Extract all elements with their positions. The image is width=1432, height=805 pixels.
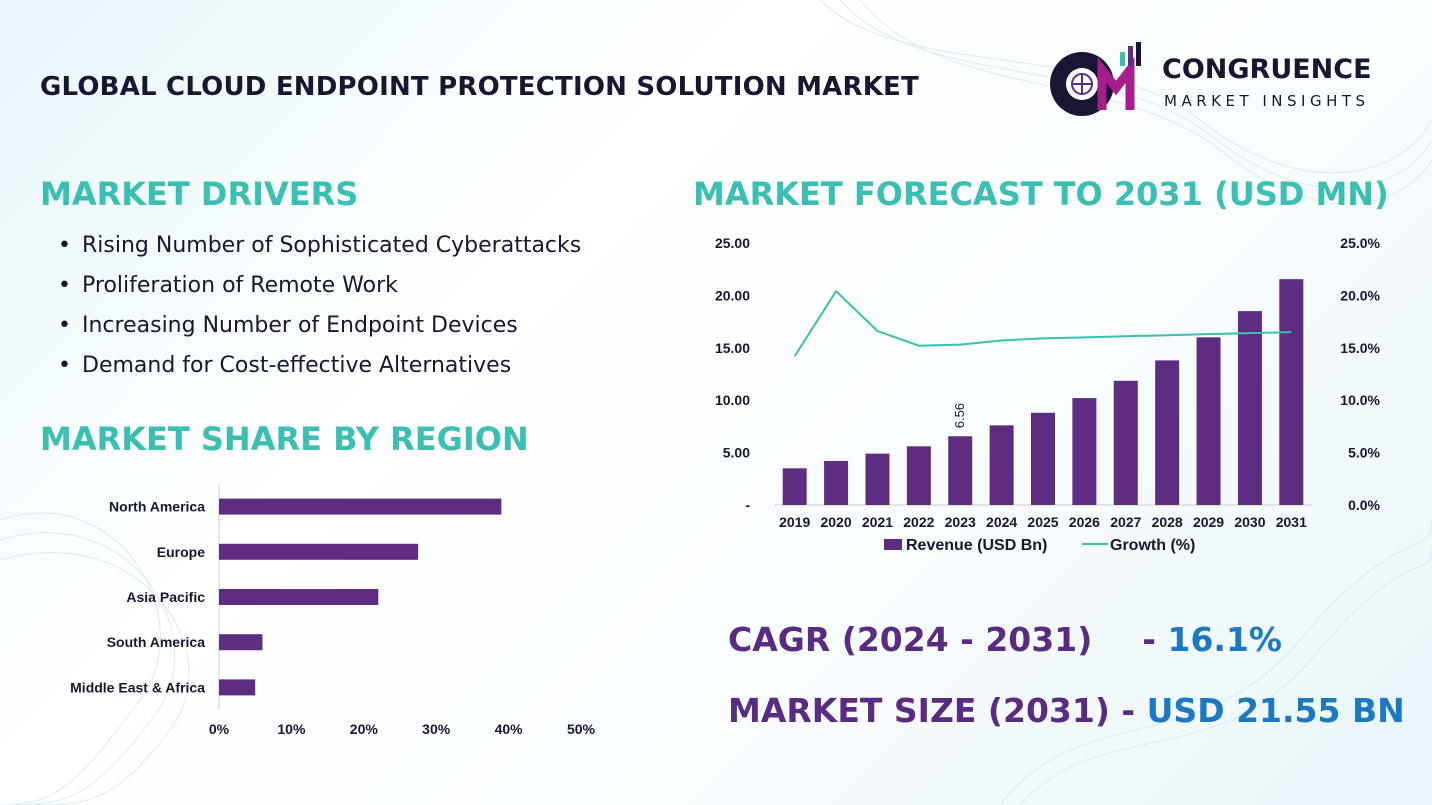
driver-text: Rising Number of Sophisticated Cyberatta… — [82, 233, 582, 258]
driver-text: Increasing Number of Endpoint Devices — [82, 313, 518, 338]
forecast-bar — [1237, 311, 1262, 505]
market-size-row: MARKET SIZE (2031) - USD 21.55 BN — [728, 691, 1405, 730]
forecast-left-tick-label: 20.00 — [715, 287, 750, 303]
brand-logo: CONGRUENCE MARKET INSIGHTS — [1044, 40, 1394, 120]
forecast-left-tick-label: 25.00 — [715, 235, 750, 251]
forecast-bar — [1279, 279, 1304, 505]
logo-subtitle: MARKET INSIGHTS — [1164, 92, 1370, 110]
drivers-heading: MARKET DRIVERS — [40, 175, 359, 213]
market-size-value: USD 21.55 BN — [1146, 691, 1405, 730]
forecast-x-tick-label: 2021 — [862, 514, 893, 530]
region-bar — [219, 679, 256, 696]
forecast-left-tick-label: - — [745, 497, 750, 513]
region-x-tick-label: 20% — [350, 721, 379, 737]
market-size-separator: - — [1121, 691, 1136, 730]
region-bar — [219, 543, 419, 560]
forecast-left-tick-label: 5.00 — [723, 445, 750, 461]
region-bar — [219, 498, 502, 515]
region-x-tick-label: 40% — [495, 721, 524, 737]
forecast-x-tick-label: 2019 — [779, 514, 810, 530]
forecast-x-tick-label: 2029 — [1193, 514, 1224, 530]
forecast-data-label: 6.56 — [952, 403, 967, 428]
forecast-x-tick-label: 2025 — [1027, 514, 1058, 530]
region-x-tick-label: 30% — [422, 721, 451, 737]
page-title: GLOBAL CLOUD ENDPOINT PROTECTION SOLUTIO… — [40, 72, 919, 102]
growth-line — [793, 289, 1292, 357]
forecast-bar — [1196, 337, 1221, 505]
driver-item: • Proliferation of Remote Work — [58, 273, 398, 298]
forecast-right-tick-label: 5.0% — [1348, 445, 1380, 461]
region-category-label: Asia Pacific — [126, 589, 205, 605]
forecast-bar — [1031, 412, 1055, 505]
region-bar — [219, 634, 263, 651]
forecast-bar — [948, 436, 973, 505]
region-category-label: Middle East & Africa — [70, 679, 205, 695]
forecast-bar — [824, 460, 849, 505]
legend-swatch-revenue — [884, 539, 902, 550]
forecast-bar — [906, 446, 931, 505]
forecast-x-tick-label: 2030 — [1234, 514, 1265, 530]
forecast-bar — [1113, 380, 1138, 505]
drivers-list: • Rising Number of Sophisticated Cyberatt… — [58, 230, 581, 390]
forecast-left-tick-label: 15.00 — [715, 340, 750, 356]
forecast-bar — [1072, 398, 1097, 505]
logo-mark-icon — [1050, 42, 1141, 116]
forecast-x-tick-label: 2028 — [1152, 514, 1183, 530]
forecast-bar — [989, 425, 1014, 505]
forecast-heading: MARKET FORECAST TO 2031 (USD MN) — [693, 175, 1389, 213]
logo-name: CONGRUENCE — [1162, 54, 1372, 85]
forecast-bar — [865, 453, 890, 505]
region-bar-chart: North America Europe Asia Pacific South Ame… — [70, 484, 596, 737]
cagr-value: 16.1% — [1167, 620, 1282, 659]
forecast-left-tick-label: 10.00 — [715, 392, 750, 408]
region-x-tick-label: 50% — [567, 721, 596, 737]
driver-item: • Rising Number of Sophisticated Cyberatt… — [58, 233, 582, 258]
forecast-bar — [782, 468, 807, 505]
forecast-bar — [1155, 360, 1180, 505]
forecast-x-tick-label: 2027 — [1110, 514, 1141, 530]
region-bar — [219, 589, 379, 605]
forecast-right-tick-label: 0.0% — [1348, 497, 1380, 513]
legend-label-revenue: Revenue (USD Bn) — [906, 537, 1047, 554]
region-x-tick-label: 0% — [209, 721, 230, 737]
region-category-label: North America — [109, 499, 205, 515]
cagr-label: CAGR (2024 - 2031) — [728, 620, 1093, 659]
region-category-label: South America — [107, 634, 205, 650]
forecast-x-tick-label: 2026 — [1069, 514, 1100, 530]
forecast-x-tick-label: 2031 — [1276, 514, 1307, 530]
region-heading: MARKET SHARE BY REGION — [40, 420, 529, 458]
market-size-label: MARKET SIZE (2031) — [728, 691, 1110, 730]
cagr-separator: - — [1142, 620, 1156, 659]
forecast-x-tick-label: 2020 — [820, 514, 851, 530]
forecast-right-tick-label: 25.0% — [1340, 235, 1380, 251]
forecast-right-tick-label: 10.0% — [1340, 392, 1380, 408]
driver-item: • Demand for Cost-effective Alternatives — [58, 353, 512, 378]
driver-item: • Increasing Number of Endpoint Devices — [58, 313, 518, 338]
forecast-right-tick-label: 20.0% — [1340, 287, 1380, 303]
forecast-combo-chart: - 5.00 10.00 15.00 20.00 25.00 0.0% 5.0% 10.0% 15… — [715, 235, 1381, 554]
region-category-label: Europe — [157, 544, 205, 560]
forecast-x-tick-label: 2022 — [903, 514, 934, 530]
legend-label-growth: Growth (%) — [1110, 537, 1195, 554]
driver-text: Proliferation of Remote Work — [82, 273, 398, 298]
driver-text: Demand for Cost-effective Alternatives — [82, 353, 512, 378]
forecast-right-tick-label: 15.0% — [1340, 340, 1380, 356]
region-x-tick-label: 10% — [277, 721, 306, 737]
forecast-x-tick-label: 2023 — [945, 514, 976, 530]
forecast-x-tick-label: 2024 — [986, 514, 1017, 530]
cagr-row: CAGR (2024 - 2031) - 16.1% — [728, 620, 1282, 659]
